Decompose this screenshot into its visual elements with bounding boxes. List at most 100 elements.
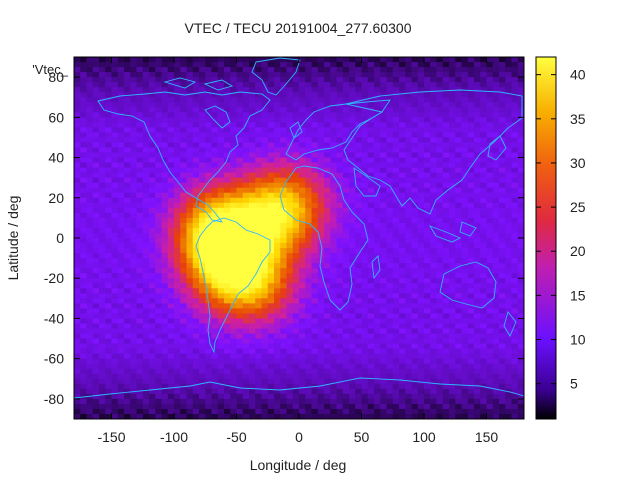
heatmap-cell — [317, 303, 325, 309]
heatmap-cell — [261, 172, 269, 179]
heatmap-cell — [80, 338, 87, 345]
heatmap-cell — [380, 313, 387, 319]
heatmap-cell — [274, 227, 281, 234]
heatmap-cell — [299, 232, 306, 239]
heatmap-cell — [467, 313, 475, 319]
heatmap-cell — [286, 182, 294, 189]
heatmap-cell — [161, 157, 169, 164]
heatmap-cell — [405, 333, 412, 340]
heatmap-cell — [517, 293, 524, 299]
heatmap-cell — [317, 363, 325, 370]
heatmap-cell — [430, 142, 437, 148]
heatmap-cell — [417, 127, 425, 133]
heatmap-cell — [480, 57, 487, 63]
heatmap-cell — [305, 152, 312, 159]
heatmap-cell — [311, 167, 319, 174]
heatmap-cell — [242, 333, 250, 340]
heatmap-cell — [92, 177, 100, 184]
heatmap-cell — [155, 353, 162, 360]
heatmap-cell — [424, 167, 431, 174]
heatmap-cell — [242, 278, 250, 284]
heatmap-cell — [217, 323, 225, 329]
heatmap-cell — [292, 283, 300, 289]
heatmap-cell — [242, 323, 250, 329]
heatmap-cell — [486, 303, 494, 309]
heatmap-cell — [74, 333, 81, 340]
heatmap-cell — [211, 373, 219, 380]
heatmap-cell — [211, 72, 219, 78]
heatmap-cell — [255, 283, 262, 289]
heatmap-cell — [430, 92, 437, 98]
heatmap-cell — [255, 112, 262, 118]
heatmap-cell — [236, 318, 244, 324]
heatmap-cell — [330, 202, 337, 209]
heatmap-cell — [242, 363, 250, 370]
heatmap-cell — [486, 383, 494, 390]
heatmap-cell — [499, 323, 506, 329]
heatmap-cell — [474, 333, 481, 340]
heatmap-cell — [124, 167, 131, 174]
heatmap-cell — [442, 278, 450, 284]
heatmap-cell — [342, 353, 350, 360]
heatmap-cell — [349, 57, 356, 63]
heatmap-cell — [174, 298, 181, 304]
heatmap-cell — [455, 393, 462, 400]
heatmap-cell — [430, 62, 437, 68]
heatmap-cell — [455, 333, 462, 340]
heatmap-cell — [511, 343, 519, 350]
heatmap-cell — [142, 122, 150, 128]
heatmap-cell — [280, 112, 287, 118]
heatmap-cell — [467, 82, 475, 88]
heatmap-cell — [392, 222, 400, 229]
heatmap-cell — [161, 338, 169, 345]
heatmap-cell — [405, 167, 412, 174]
heatmap-cell — [417, 217, 425, 224]
heatmap-cell — [399, 187, 406, 194]
heatmap-cell — [355, 328, 362, 335]
heatmap-cell — [217, 97, 225, 103]
heatmap-cell — [174, 92, 181, 98]
heatmap-cell — [261, 62, 269, 68]
heatmap-cell — [236, 273, 244, 279]
heatmap-cell — [317, 222, 325, 229]
heatmap-cell — [424, 232, 431, 239]
heatmap-cell — [355, 263, 362, 269]
heatmap-cell — [374, 343, 381, 350]
heatmap-cell — [155, 72, 162, 78]
heatmap-cell — [180, 97, 187, 103]
heatmap-cell — [480, 172, 487, 179]
heatmap-cell — [124, 368, 131, 375]
heatmap-cell — [117, 313, 125, 319]
heatmap-cell — [311, 127, 319, 133]
heatmap-cell — [236, 343, 244, 350]
heatmap-cell — [399, 97, 406, 103]
heatmap-cell — [417, 273, 425, 279]
heatmap-cell — [361, 313, 369, 319]
heatmap-cell — [430, 383, 437, 390]
heatmap-cell — [255, 97, 262, 103]
heatmap-cell — [361, 157, 369, 164]
heatmap-cell — [474, 57, 481, 63]
heatmap-cell — [117, 293, 125, 299]
heatmap-cell — [411, 303, 419, 309]
heatmap-cell — [511, 227, 519, 234]
heatmap-cell — [86, 227, 94, 234]
heatmap-cell — [224, 57, 231, 63]
heatmap-cell — [280, 97, 287, 103]
heatmap-cell — [261, 227, 269, 234]
heatmap-cell — [342, 288, 350, 294]
heatmap-cell — [211, 77, 219, 83]
heatmap-cell — [461, 308, 469, 314]
heatmap-cell — [361, 238, 369, 244]
heatmap-cell — [436, 192, 444, 199]
heatmap-cell — [142, 182, 150, 189]
heatmap-cell — [236, 378, 244, 385]
heatmap-cell — [249, 222, 256, 229]
heatmap-cell — [274, 363, 281, 370]
heatmap-cell — [311, 97, 319, 103]
heatmap-cell — [292, 343, 300, 350]
heatmap-cell — [430, 177, 437, 184]
heatmap-cell — [461, 217, 469, 224]
heatmap-cell — [249, 72, 256, 78]
heatmap-cell — [367, 278, 375, 284]
